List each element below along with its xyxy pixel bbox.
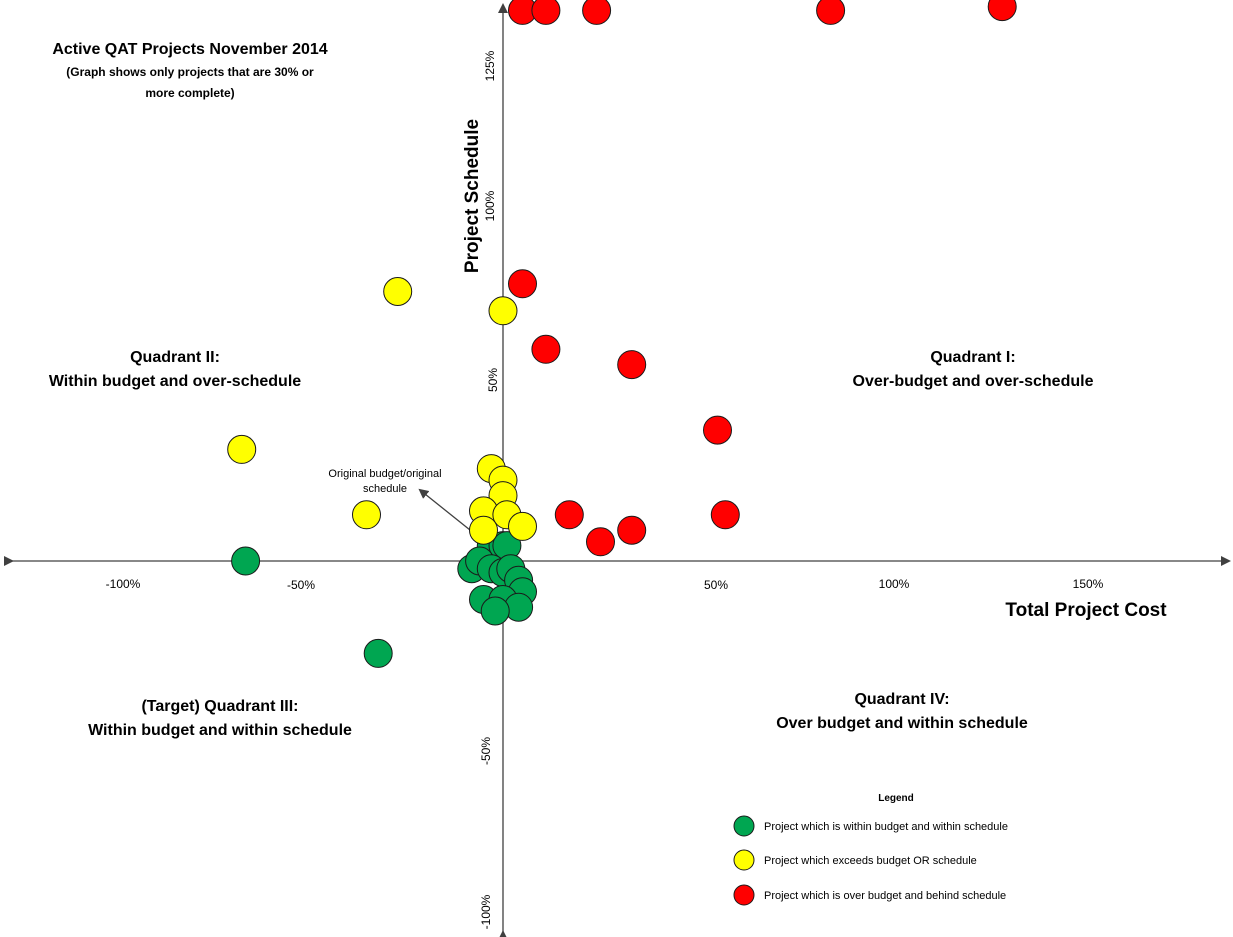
x-axis-title: Total Project Cost bbox=[1005, 600, 1167, 621]
chart-subtitle-line2: more complete) bbox=[145, 86, 234, 100]
point-yellow bbox=[488, 296, 518, 326]
quadrant-3-line1: (Target) Quadrant III: bbox=[141, 698, 298, 715]
x-tick-label: -50% bbox=[287, 578, 315, 592]
chart-subtitle-line1: (Graph shows only projects that are 30% … bbox=[66, 65, 314, 79]
point-yellow bbox=[469, 515, 498, 545]
legend-marker-red bbox=[733, 884, 755, 906]
y-axis-title: Project Schedule bbox=[462, 119, 483, 273]
point-red bbox=[586, 527, 615, 557]
point-red bbox=[617, 350, 647, 380]
annotation-line2: schedule bbox=[363, 483, 407, 495]
x-tick-label: 100% bbox=[879, 577, 910, 591]
point-red bbox=[531, 0, 561, 25]
data-points bbox=[227, 0, 1017, 668]
point-green bbox=[231, 546, 261, 576]
point-red bbox=[617, 515, 647, 545]
legend-label-red: Project which is over budget and behind … bbox=[764, 890, 1006, 902]
chart-title: Active QAT Projects November 2014 bbox=[52, 41, 327, 58]
quadrant-1-line1: Quadrant I: bbox=[930, 349, 1015, 366]
x-tick-label: -100% bbox=[106, 577, 141, 591]
point-red bbox=[554, 500, 584, 530]
y-tick-label: -50% bbox=[479, 737, 493, 765]
point-yellow bbox=[352, 500, 381, 530]
point-yellow bbox=[508, 511, 537, 541]
point-red bbox=[582, 0, 612, 25]
legend-title: Legend bbox=[878, 793, 914, 804]
y-tick-label: 100% bbox=[483, 190, 497, 221]
legend-marker-yellow bbox=[733, 849, 755, 871]
y-tick-label: 125% bbox=[483, 50, 497, 81]
annotation-arrow bbox=[418, 488, 471, 531]
point-red bbox=[710, 500, 740, 530]
y-tick-label: -100% bbox=[479, 894, 493, 929]
quadrant-3-line2: Within budget and within schedule bbox=[88, 722, 352, 739]
point-red bbox=[531, 334, 561, 364]
point-green bbox=[363, 638, 393, 668]
quadrant-4-line1: Quadrant IV: bbox=[854, 691, 949, 708]
legend: Legend Project which is within budget an… bbox=[733, 793, 1008, 906]
point-red bbox=[816, 0, 846, 25]
y-tick-label: 50% bbox=[486, 368, 500, 392]
legend-label-yellow: Project which exceeds budget OR schedule bbox=[764, 855, 977, 867]
x-tick-label: 150% bbox=[1073, 577, 1104, 591]
annotation-line1: Original budget/original bbox=[328, 468, 441, 480]
quadrant-4-line2: Over budget and within schedule bbox=[776, 715, 1028, 732]
point-yellow bbox=[383, 277, 413, 306]
point-red bbox=[987, 0, 1017, 22]
point-yellow bbox=[227, 434, 257, 464]
point-red bbox=[508, 269, 537, 299]
x-tick-label: 50% bbox=[704, 578, 728, 592]
quadrant-2-line1: Quadrant II: bbox=[130, 349, 220, 366]
point-red bbox=[703, 415, 732, 445]
legend-label-green: Project which is within budget and withi… bbox=[764, 821, 1008, 833]
legend-marker-green bbox=[733, 815, 755, 837]
point-green bbox=[480, 596, 510, 626]
quadrant-2-line2: Within budget and over-schedule bbox=[49, 373, 301, 390]
quadrant-1-line2: Over-budget and over-schedule bbox=[853, 373, 1094, 390]
